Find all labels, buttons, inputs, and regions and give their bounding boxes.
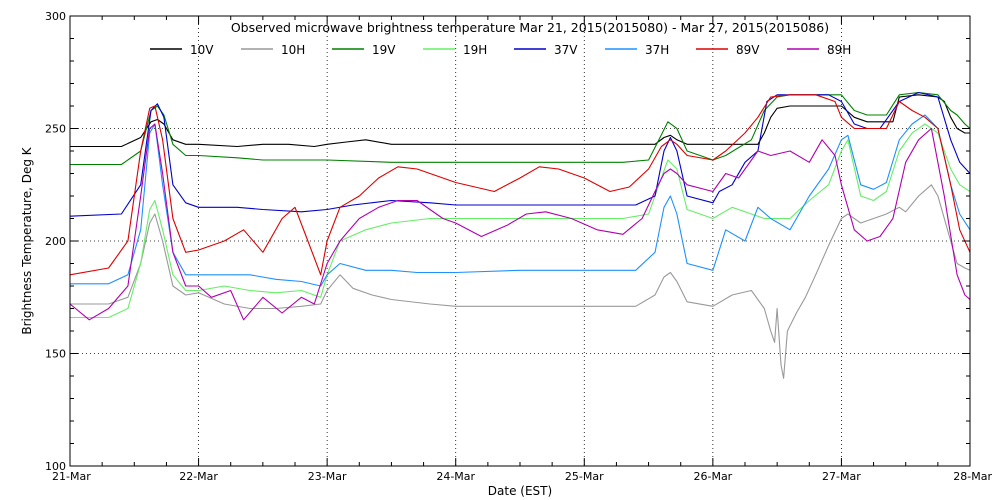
y-tick-label: 250 [45, 123, 66, 136]
series-line-89h [69, 123, 971, 321]
series-line-19h [70, 123, 971, 319]
legend-label-37h: 37H [645, 43, 669, 57]
y-tick-label: 300 [45, 10, 66, 23]
y-axis-label: Brightness Temperature, Deg K [20, 146, 34, 334]
x-tick-label: 25-Mar [565, 470, 604, 483]
x-tick-label: 24-Mar [436, 470, 475, 483]
legend: 10V 10H 19V 19H 37V 37H 89V 89H [150, 43, 851, 57]
x-tick-label: 26-Mar [693, 470, 732, 483]
legend-label-89h: 89H [827, 43, 851, 57]
series-line-10v [70, 94, 970, 148]
legend-label-10h: 10H [281, 43, 305, 57]
x-tick-label: 21-Mar [52, 470, 91, 483]
x-tick-label: 23-Mar [308, 470, 347, 483]
series-line-10h [70, 184, 971, 379]
x-tick-label: 22-Mar [179, 470, 218, 483]
y-tick-label: 100 [45, 460, 66, 473]
x-tick-label: 28-Mar [953, 470, 992, 483]
x-axis: 21-Mar 22-Mar 23-Mar 24-Mar 25-Mar 26-Mar 27-M… [52, 16, 992, 483]
legend-label-89v: 89V [736, 43, 760, 57]
legend-label-37v: 37V [554, 43, 578, 57]
legend-label-19h: 19H [463, 43, 487, 57]
legend-label-19v: 19V [372, 43, 396, 57]
series-lines [69, 91, 971, 379]
series-line-37v [69, 91, 971, 217]
x-axis-label: Date (EST) [488, 484, 552, 498]
chart-title: Observed microwave brightness temperatur… [231, 20, 829, 35]
y-axis: 100 150 200 250 300 [45, 10, 970, 473]
y-tick-label: 150 [45, 348, 66, 361]
legend-label-10v: 10V [190, 43, 214, 57]
series-line-37h [70, 114, 971, 287]
series-line-89v [69, 94, 971, 276]
series-line-19v [70, 91, 971, 166]
y-tick-label: 200 [45, 235, 66, 248]
x-tick-label: 27-Mar [822, 470, 861, 483]
